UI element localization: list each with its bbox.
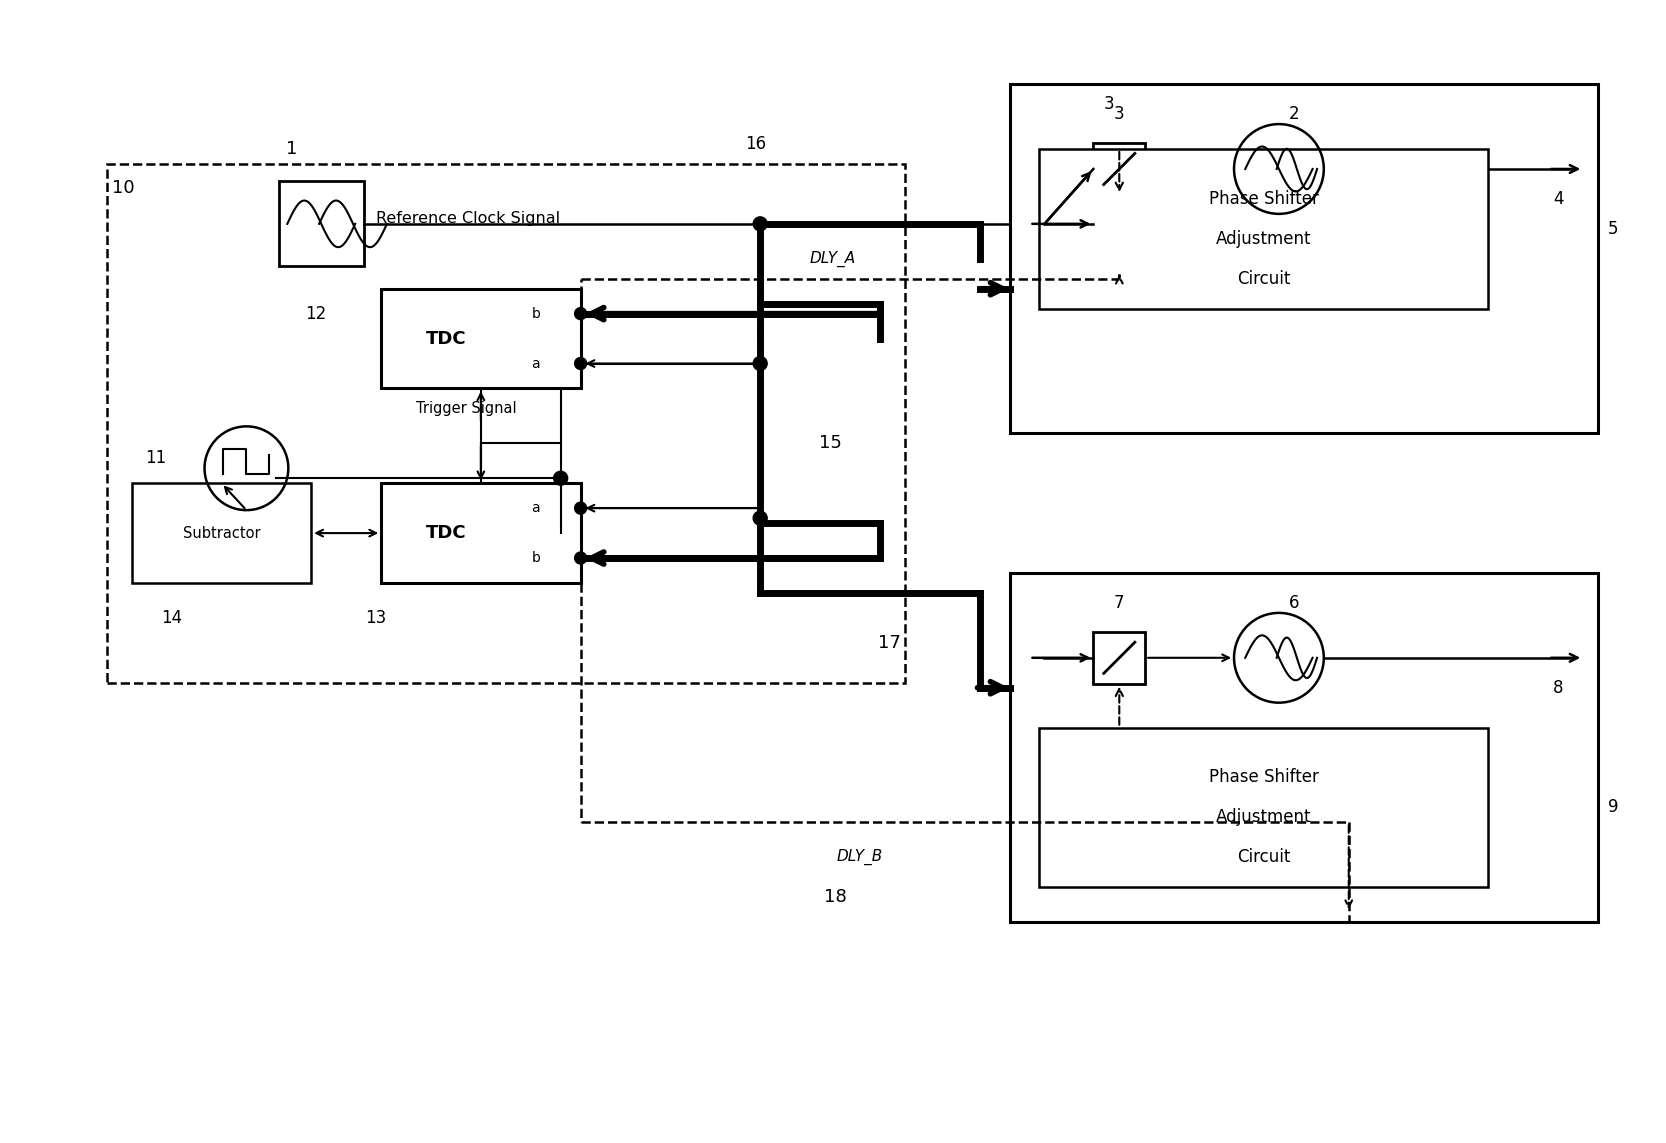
Text: 2: 2 — [1288, 105, 1299, 123]
Text: 6: 6 — [1288, 594, 1299, 612]
Text: 3: 3 — [1115, 105, 1125, 123]
Text: Phase Shifter: Phase Shifter — [1210, 768, 1319, 786]
Text: Adjustment: Adjustment — [1216, 230, 1311, 248]
Bar — [382, 289, 581, 389]
Text: Phase Shifter: Phase Shifter — [1210, 190, 1319, 208]
Text: 9: 9 — [1608, 799, 1619, 816]
Text: a: a — [531, 357, 540, 370]
Circle shape — [575, 502, 586, 514]
Bar — [278, 182, 363, 266]
Text: Subtractor: Subtractor — [183, 526, 260, 541]
Circle shape — [575, 307, 586, 320]
Text: Circuit: Circuit — [1238, 848, 1291, 866]
Circle shape — [753, 357, 766, 370]
Text: 7: 7 — [1115, 594, 1125, 612]
Text: 18: 18 — [823, 888, 846, 906]
Text: Trigger Signal: Trigger Signal — [415, 401, 516, 416]
Bar — [1093, 632, 1145, 684]
Text: 11: 11 — [145, 449, 167, 467]
Bar — [132, 483, 312, 583]
Text: 4: 4 — [1553, 190, 1564, 208]
Text: a: a — [531, 501, 540, 515]
Text: 10: 10 — [112, 179, 135, 197]
Bar — [1040, 728, 1488, 887]
Bar — [1010, 573, 1598, 922]
Text: 15: 15 — [818, 434, 841, 453]
Text: Circuit: Circuit — [1238, 270, 1291, 288]
Bar — [382, 483, 581, 583]
Text: 14: 14 — [162, 609, 182, 626]
Circle shape — [553, 471, 568, 486]
Text: TDC: TDC — [425, 329, 466, 347]
Text: DLY_B: DLY_B — [836, 849, 883, 865]
Text: TDC: TDC — [425, 525, 466, 542]
Bar — [1093, 143, 1145, 195]
Text: 12: 12 — [305, 305, 327, 322]
Text: 16: 16 — [745, 135, 766, 153]
Text: Adjustment: Adjustment — [1216, 808, 1311, 826]
Text: 3: 3 — [1105, 95, 1115, 113]
Circle shape — [575, 358, 586, 369]
Text: 13: 13 — [365, 609, 387, 626]
Bar — [107, 163, 905, 682]
Bar — [1040, 149, 1488, 309]
Circle shape — [575, 552, 586, 563]
Circle shape — [753, 511, 766, 525]
Text: 8: 8 — [1553, 679, 1564, 697]
Circle shape — [753, 217, 766, 231]
Text: b: b — [531, 306, 540, 321]
Text: b: b — [531, 551, 540, 565]
Text: 17: 17 — [878, 634, 901, 652]
Bar — [1010, 85, 1598, 433]
Text: DLY_A: DLY_A — [810, 250, 856, 266]
Text: 5: 5 — [1608, 219, 1619, 238]
Text: Reference Clock Signal: Reference Clock Signal — [377, 211, 560, 226]
Text: 1: 1 — [285, 141, 297, 158]
